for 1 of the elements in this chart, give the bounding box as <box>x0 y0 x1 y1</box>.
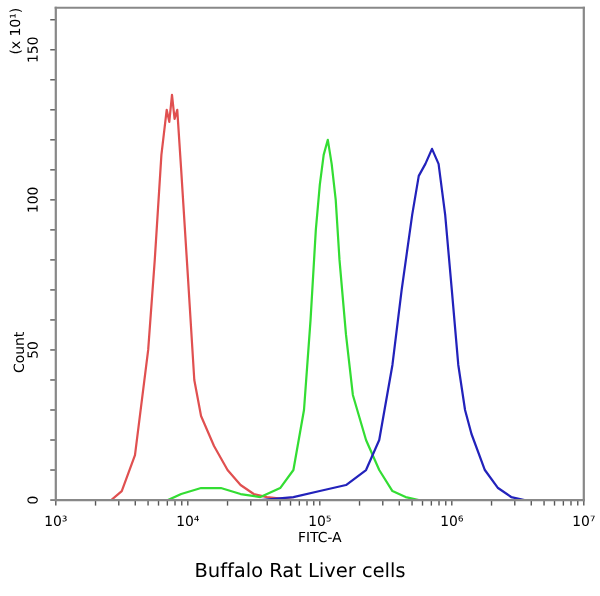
text: Buffalo Rat Liver cells <box>196 562 405 578</box>
